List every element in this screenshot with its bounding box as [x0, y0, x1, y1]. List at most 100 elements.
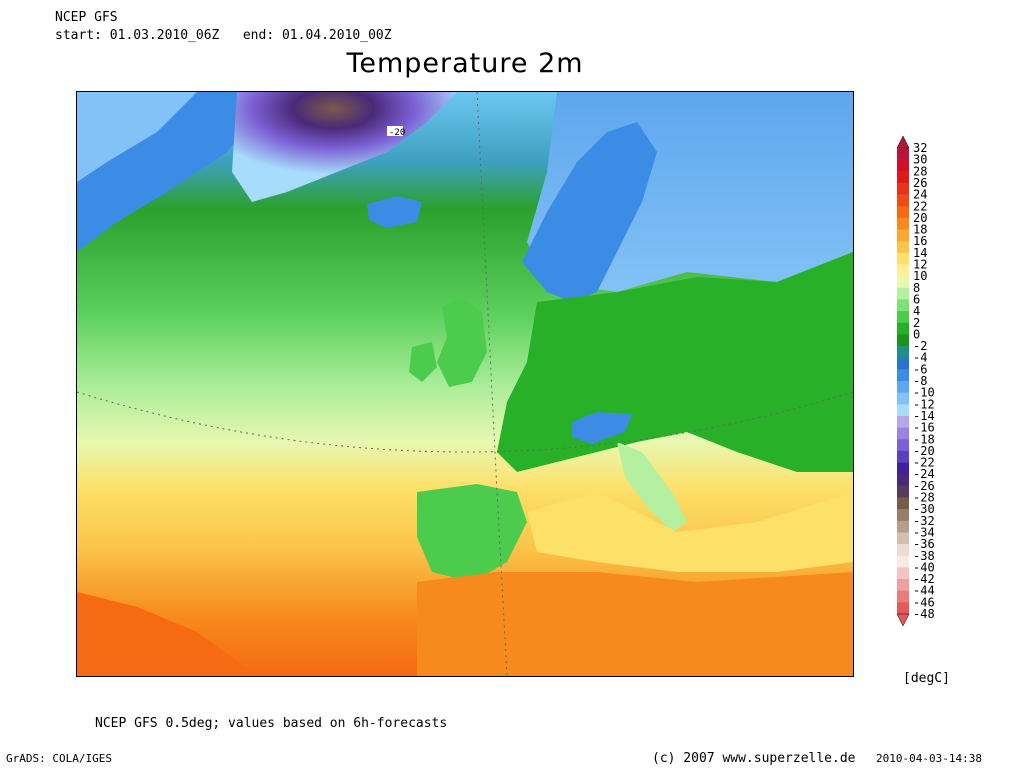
legend-swatch	[897, 590, 909, 603]
legend-swatch	[897, 392, 909, 405]
legend-level-label: -8	[913, 374, 927, 388]
legend-swatch	[897, 287, 909, 300]
legend-level-label: 18	[913, 223, 927, 237]
legend-level-label: -24	[913, 467, 935, 481]
legend-level-label: 0	[913, 327, 920, 341]
legend-labels: 32302826242220181614121086420-2-4-6-8-10…	[913, 141, 935, 621]
legend-swatch	[897, 497, 909, 510]
legend-level-label: -34	[913, 525, 935, 539]
great-britain	[437, 297, 487, 387]
legend-swatch	[897, 241, 909, 254]
legend-swatch	[897, 264, 909, 277]
legend-swatch	[897, 369, 909, 382]
legend-swatch	[897, 299, 909, 312]
meridian-line	[476, 92, 508, 676]
legend-level-label: -48	[913, 607, 935, 621]
legend-swatch	[897, 217, 909, 230]
legend-swatch	[897, 404, 909, 417]
legend-swatch	[897, 474, 909, 487]
legend-swatch	[897, 206, 909, 219]
legend-level-label: -30	[913, 502, 935, 516]
legend-level-label: 6	[913, 292, 920, 306]
contour-label-box	[387, 126, 403, 136]
legend-level-label: -18	[913, 432, 935, 446]
legend-level-label: -2	[913, 339, 927, 353]
legend-level-label: -10	[913, 386, 935, 400]
legend-level-label: -40	[913, 560, 935, 574]
color-legend: 32302826242220181614121086420-2-4-6-8-10…	[896, 135, 935, 627]
iceland	[367, 196, 422, 228]
forecast-period: start: 01.03.2010_06Z end: 01.04.2010_00…	[55, 28, 392, 43]
legend-swatch	[897, 229, 909, 242]
legend-level-label: -28	[913, 491, 935, 505]
legend-swatch	[897, 520, 909, 533]
contour-label: -20	[389, 128, 405, 138]
legend-level-label: -36	[913, 537, 935, 551]
legend-swatch	[897, 276, 909, 289]
legend-unit: [degC]	[903, 671, 950, 686]
render-date: 2010-04-03-14:38	[876, 752, 982, 765]
legend-swatch	[897, 148, 909, 160]
legend-swatch	[897, 311, 909, 324]
parallel-line	[77, 391, 853, 453]
legend-level-label: -4	[913, 351, 927, 365]
model-name: NCEP GFS	[55, 10, 118, 25]
legend-arrow-bottom	[896, 613, 910, 627]
legend-swatch	[897, 485, 909, 498]
legend-level-label: -14	[913, 409, 935, 423]
italy	[617, 442, 687, 532]
legend-swatch	[897, 357, 909, 370]
legend-swatch	[897, 252, 909, 265]
legend-swatch	[897, 194, 909, 207]
legend-level-label: -22	[913, 456, 935, 470]
legend-level-label: -20	[913, 444, 935, 458]
legend-swatch	[897, 567, 909, 580]
copyright-note: (c) 2007 www.superzelle.de	[652, 751, 856, 766]
legend-swatch	[897, 381, 909, 393]
legend-level-label: -46	[913, 595, 935, 609]
data-source-note: NCEP GFS 0.5deg; values based on 6h-fore…	[95, 716, 448, 731]
legend-swatch	[897, 509, 909, 522]
legend-level-label: 22	[913, 199, 927, 213]
legend-swatch	[897, 171, 909, 184]
scandinavia	[522, 122, 657, 302]
legend-level-label: -42	[913, 572, 935, 586]
legend-swatch	[897, 450, 909, 463]
legend-level-label: -44	[913, 584, 935, 598]
map-canvas: -20	[77, 92, 853, 676]
legend-arrow-top	[896, 135, 910, 149]
legend-level-label: 16	[913, 234, 927, 248]
temperature-map: -20	[76, 91, 854, 677]
legend-level-label: 20	[913, 211, 927, 225]
legend-level-label: 12	[913, 258, 927, 272]
legend-swatch	[897, 322, 909, 335]
legend-swatch	[897, 602, 909, 615]
legend-level-label: 26	[913, 176, 927, 190]
legend-level-label: 14	[913, 246, 927, 260]
legend-level-label: 32	[913, 141, 927, 155]
legend-level-label: 10	[913, 269, 927, 283]
legend-swatch	[897, 555, 909, 568]
legend-swatch	[897, 182, 909, 195]
legend-swatch	[897, 334, 909, 347]
legend-swatch	[897, 462, 909, 475]
legend-level-label: -26	[913, 479, 935, 493]
legend-bars	[896, 135, 910, 627]
legend-level-label: 4	[913, 304, 920, 318]
legend-swatch	[897, 544, 909, 557]
legend-swatch	[897, 159, 909, 172]
legend-swatch	[897, 427, 909, 440]
arctic-cold-zone	[77, 92, 197, 182]
legend-level-label: -32	[913, 514, 935, 528]
greenland	[232, 92, 457, 202]
north-africa	[417, 572, 853, 676]
legend-level-label: 24	[913, 188, 927, 202]
legend-level-label: 2	[913, 316, 920, 330]
legend-level-label: -12	[913, 397, 935, 411]
legend-level-label: 8	[913, 281, 920, 295]
legend-level-label: -38	[913, 549, 935, 563]
subtropical-atlantic	[77, 592, 257, 676]
legend-level-label: 30	[913, 153, 927, 167]
legend-swatch	[897, 439, 909, 452]
mediterranean	[527, 492, 853, 572]
